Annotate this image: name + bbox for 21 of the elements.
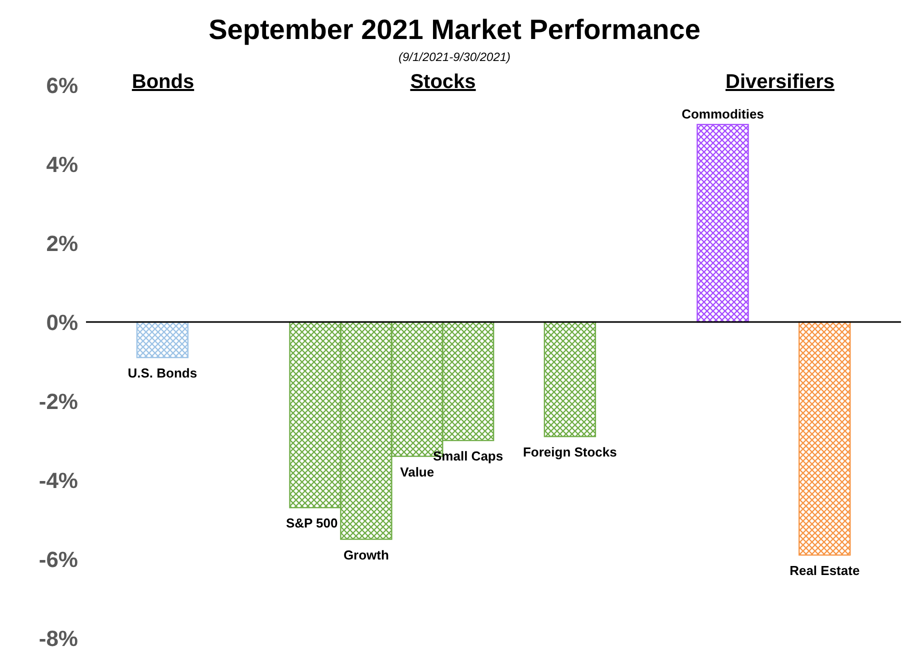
annotation: Diversifiers (724, 71, 836, 94)
x-tick-label: Foreign Stocks (522, 444, 617, 460)
x-tick-label: S&P 500 (286, 516, 338, 531)
y-tick-label: 0% (46, 310, 78, 335)
x-tick-label: Small Caps (433, 448, 504, 464)
y-tick-label: -2% (38, 388, 78, 414)
chart-title: September 2021 Market Performance (208, 14, 702, 46)
x-tick-label: Growth (343, 547, 389, 562)
y-tick-label: 6% (46, 72, 78, 98)
chart-subtitle: (9/1/2021-9/30/2021) (397, 50, 512, 64)
y-tick-label: -8% (38, 626, 78, 651)
annotation: Stocks (409, 71, 477, 94)
x-tick-label: Commodities (682, 106, 764, 122)
y-tick-label: 4% (46, 152, 78, 177)
y-tick-label: 2% (46, 230, 78, 256)
annotation: Bonds (130, 71, 196, 94)
y-tick-label: -6% (38, 546, 78, 572)
x-tick-label: U.S. Bonds (128, 366, 198, 381)
x-tick-label: Real Estate (790, 563, 860, 578)
y-tick-label: -4% (38, 468, 78, 493)
x-tick-label: Value (400, 464, 434, 480)
